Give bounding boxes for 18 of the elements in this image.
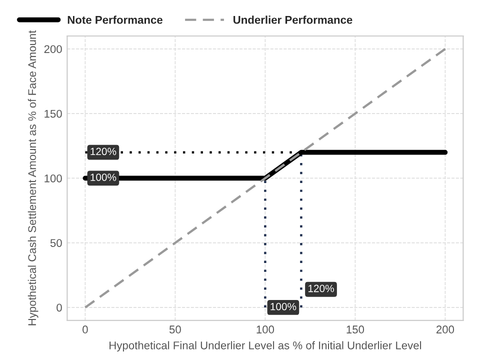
annotation: 100% [270,302,296,310]
x-tick-label: 0 [82,326,88,334]
y-tick-label: 200 [44,45,62,54]
y-axis-title: Hypothetical Cash Settlement Amount as % of Face Amount [28,30,38,326]
legend-label: Underlier Performance [234,16,352,24]
x-axis-title: Hypothetical Final Underlier Level as % of Initial Underlier Level [110,341,422,352]
legend-label: Note Performance [68,16,162,24]
annotation: 120% [90,148,116,156]
annotation: 100% [90,174,116,181]
x-tick-label: 150 [346,326,364,334]
x-tick-label: 200 [436,326,454,334]
y-tick-label: 100 [44,174,62,182]
y-tick-label: 50 [50,239,62,247]
x-tick-label: 50 [169,326,181,334]
annotation: 120% [308,284,334,292]
x-tick-label: 100 [256,326,274,334]
y-tick-label: 150 [44,110,62,118]
y-tick-label: 0 [56,304,62,312]
